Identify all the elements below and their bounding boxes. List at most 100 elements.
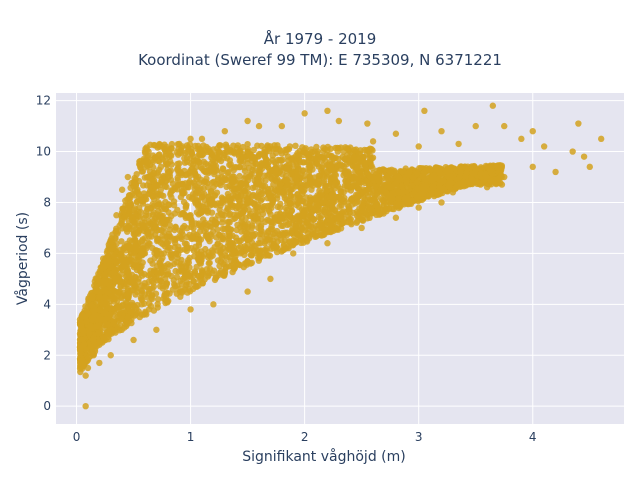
scatter-point <box>128 257 135 264</box>
scatter-point <box>159 236 167 243</box>
scatter-point <box>430 172 437 179</box>
scatter-point <box>138 301 145 308</box>
scatter-point <box>139 222 146 229</box>
scatter-point <box>403 179 410 186</box>
scatter-point <box>216 231 223 239</box>
scatter-point <box>216 153 223 161</box>
scatter-point <box>256 170 263 178</box>
scatter-point <box>168 212 175 220</box>
scatter-point <box>101 257 108 265</box>
scatter-point <box>268 204 275 211</box>
scatter-point <box>311 148 318 155</box>
scatter-point <box>144 158 151 166</box>
scatter-point <box>163 177 170 185</box>
scatter-point <box>96 339 103 346</box>
chart-title-line-2: Koordinat (Sweref 99 TM): E 735309, N 63… <box>138 51 502 69</box>
scatter-point <box>307 196 314 203</box>
scatter-point <box>197 209 204 217</box>
scatter-point <box>154 296 162 303</box>
scatter-point <box>236 172 243 180</box>
scatter-point <box>274 238 281 245</box>
scatter-point <box>252 249 260 257</box>
scatter-point <box>299 234 307 241</box>
scatter-point <box>496 175 503 182</box>
scatter-point <box>100 278 107 285</box>
scatter-point <box>225 169 232 176</box>
scatter-point <box>248 239 256 246</box>
scatter-point <box>323 162 331 169</box>
scatter-point <box>321 206 329 213</box>
scatter-point <box>329 204 336 211</box>
scatter-point <box>487 162 494 169</box>
scatter-point <box>369 138 377 145</box>
scatter-point <box>372 183 379 190</box>
scatter-point <box>300 198 307 205</box>
scatter-point <box>165 271 172 278</box>
scatter-point <box>348 221 355 228</box>
scatter-point <box>486 167 494 174</box>
scatter-point <box>261 152 268 159</box>
scatter-point <box>137 208 144 216</box>
scatter-point <box>214 226 221 233</box>
scatter-point <box>125 205 132 212</box>
scatter-point <box>82 372 89 379</box>
scatter-point <box>225 218 232 225</box>
scatter-point <box>244 117 251 125</box>
scatter-point <box>156 276 163 283</box>
scatter-point <box>196 276 203 284</box>
scatter-point <box>147 257 154 264</box>
scatter-point <box>274 203 281 211</box>
scatter-point <box>151 215 159 222</box>
scatter-point <box>95 329 102 337</box>
scatter-point <box>463 169 471 176</box>
scatter-point <box>187 306 194 313</box>
scatter-point <box>400 201 408 208</box>
scatter-point <box>501 173 508 181</box>
scatter-point <box>158 191 165 199</box>
scatter-point <box>134 263 141 271</box>
scatter-point <box>316 219 324 226</box>
scatter-point <box>108 263 115 271</box>
scatter-point <box>351 174 358 181</box>
scatter-point <box>111 275 119 282</box>
scatter-point <box>540 143 548 150</box>
scatter-point <box>250 146 257 154</box>
scatter-point <box>175 246 182 254</box>
scatter-point <box>124 320 131 328</box>
scatter-point <box>166 201 173 209</box>
scatter-point <box>244 141 251 148</box>
scatter-point <box>100 334 107 341</box>
scatter-point <box>224 197 231 204</box>
scatter-point <box>276 231 283 238</box>
scatter-point <box>313 197 321 204</box>
scatter-point <box>482 170 489 178</box>
scatter-point <box>115 314 123 321</box>
scatter-point <box>379 197 386 204</box>
scatter-point <box>168 145 175 152</box>
scatter-point <box>123 268 130 276</box>
scatter-point <box>154 252 161 259</box>
scatter-point <box>415 143 422 150</box>
scatter-point <box>318 224 325 231</box>
scatter-point <box>360 159 368 167</box>
scatter-point <box>140 182 147 189</box>
scatter-point <box>229 268 236 276</box>
scatter-point <box>332 144 339 152</box>
scatter-point <box>367 173 374 181</box>
scatter-point <box>226 182 233 189</box>
scatter-point <box>216 270 223 277</box>
scatter-point <box>238 158 245 165</box>
y-tick-label: 2 <box>43 348 51 362</box>
y-tick-label: 6 <box>43 246 51 260</box>
scatter-point <box>258 231 266 238</box>
scatter-point <box>324 240 331 247</box>
scatter-point <box>184 148 191 156</box>
scatter-point <box>210 161 217 168</box>
scatter-point <box>290 250 297 257</box>
scatter-point <box>358 224 365 232</box>
scatter-point <box>382 189 390 197</box>
scatter-point <box>198 194 205 201</box>
scatter-point <box>354 218 361 225</box>
scatter-point <box>128 244 136 252</box>
